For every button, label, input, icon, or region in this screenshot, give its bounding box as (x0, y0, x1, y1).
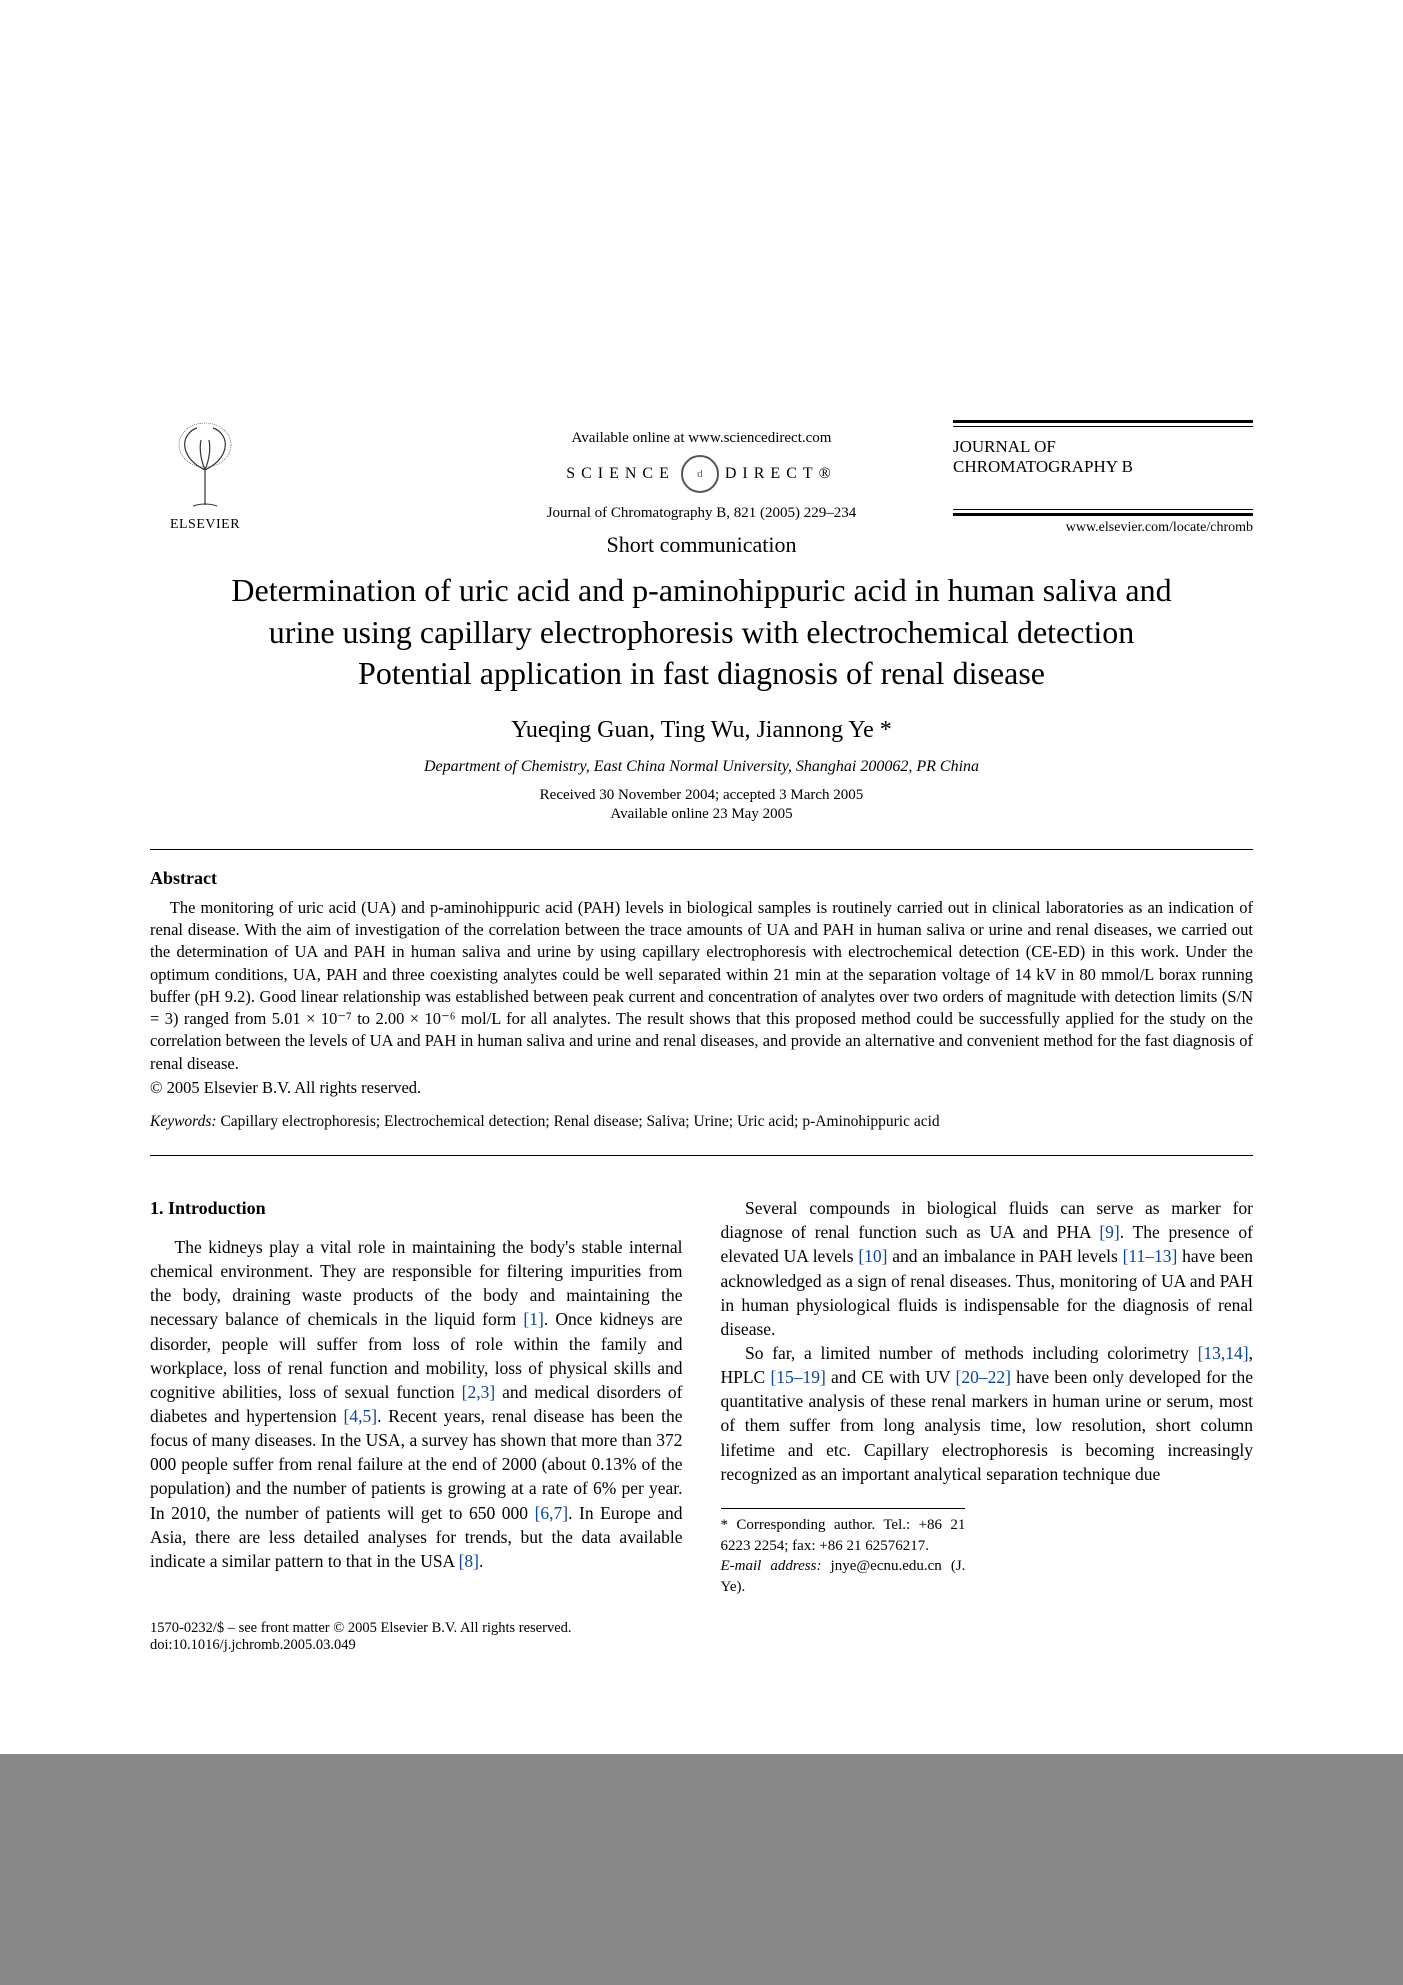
title-line-1: Determination of uric acid and p-aminohi… (231, 572, 1171, 608)
ref-link[interactable]: [1] (523, 1309, 543, 1329)
text: and an imbalance in PAH levels (887, 1246, 1122, 1266)
title-line-3: Potential application in fast diagnosis … (358, 655, 1045, 691)
affiliation: Department of Chemistry, East China Norm… (150, 758, 1253, 776)
keywords-text: Capillary electrophoresis; Electrochemic… (217, 1113, 940, 1130)
body-paragraph-1: The kidneys play a vital role in maintai… (150, 1235, 683, 1573)
page-footer: 1570-0232/$ – see front matter © 2005 El… (150, 1620, 1253, 1654)
front-matter-line: 1570-0232/$ – see front matter © 2005 El… (150, 1620, 1253, 1637)
email-label: E-mail address: (721, 1558, 822, 1574)
text: So far, a limited number of methods incl… (745, 1343, 1198, 1363)
ref-link[interactable]: [4,5] (344, 1406, 378, 1426)
sd-left-text: SCIENCE (566, 465, 675, 483)
abstract-body: The monitoring of uric acid (UA) and p-a… (150, 897, 1253, 1099)
ref-link[interactable]: [2,3] (462, 1382, 496, 1402)
email-line: E-mail address: jnye@ecnu.edu.cn (J. Ye)… (721, 1556, 966, 1597)
title-line-2: urine using capillary electrophoresis wi… (269, 614, 1134, 650)
section-heading-1: 1. Introduction (150, 1196, 683, 1221)
body-paragraph-2: Several compounds in biological fluids c… (721, 1196, 1254, 1341)
ref-link[interactable]: [20–22] (956, 1367, 1011, 1387)
text: . (479, 1551, 483, 1571)
rule-separator-2 (150, 1155, 1253, 1156)
page: ELSEVIER Available online at www.science… (0, 0, 1403, 1754)
ref-link[interactable]: [6,7] (535, 1503, 569, 1523)
body-columns: 1. Introduction The kidneys play a vital… (150, 1196, 1253, 1597)
dates-received: Received 30 November 2004; accepted 3 Ma… (540, 787, 864, 803)
rule-separator-1 (150, 849, 1253, 850)
sd-right-text: DIRECT® (725, 465, 837, 483)
ref-link[interactable]: [13,14] (1198, 1343, 1249, 1363)
ref-link[interactable]: [8] (459, 1551, 479, 1571)
publisher-block: ELSEVIER (150, 420, 260, 533)
rule-thick-2 (953, 513, 1253, 516)
journal-url: www.elsevier.com/locate/chromb (953, 520, 1253, 536)
journal-sidebar: JOURNAL OF CHROMATOGRAPHY B www.elsevier… (953, 420, 1253, 536)
rule-thin (953, 426, 1253, 427)
ref-link[interactable]: [9] (1099, 1222, 1119, 1242)
header-block: ELSEVIER Available online at www.science… (150, 420, 1253, 522)
corresponding-author: * Corresponding author. Tel.: +86 21 622… (721, 1515, 966, 1556)
journal-name-2: CHROMATOGRAPHY B (953, 457, 1253, 477)
rule-thin-2 (953, 509, 1253, 510)
body-paragraph-3: So far, a limited number of methods incl… (721, 1341, 1254, 1486)
abstract-heading: Abstract (150, 868, 1253, 889)
dates-online: Available online 23 May 2005 (610, 806, 792, 822)
authors: Yueqing Guan, Ting Wu, Jiannong Ye * (150, 717, 1253, 744)
abstract-text: The monitoring of uric acid (UA) and p-a… (150, 897, 1253, 1075)
keywords-line: Keywords: Capillary electrophoresis; Ele… (150, 1113, 1253, 1131)
rule-thick (953, 420, 1253, 423)
abstract-copyright: © 2005 Elsevier B.V. All rights reserved… (150, 1077, 1253, 1099)
publisher-name: ELSEVIER (150, 517, 260, 533)
ref-link[interactable]: [15–19] (770, 1367, 825, 1387)
journal-name-1: JOURNAL OF (953, 437, 1253, 457)
sd-ring-icon: d (681, 455, 719, 493)
keywords-label: Keywords: (150, 1113, 217, 1130)
doi-line: doi:10.1016/j.jchromb.2005.03.049 (150, 1637, 1253, 1654)
ref-link[interactable]: [11–13] (1123, 1246, 1178, 1266)
footnotes: * Corresponding author. Tel.: +86 21 622… (721, 1508, 966, 1598)
elsevier-tree-icon (165, 420, 245, 510)
ref-link[interactable]: [10] (858, 1246, 887, 1266)
article-title: Determination of uric acid and p-aminohi… (150, 570, 1253, 695)
text: and CE with UV (826, 1367, 956, 1387)
article-dates: Received 30 November 2004; accepted 3 Ma… (150, 786, 1253, 825)
